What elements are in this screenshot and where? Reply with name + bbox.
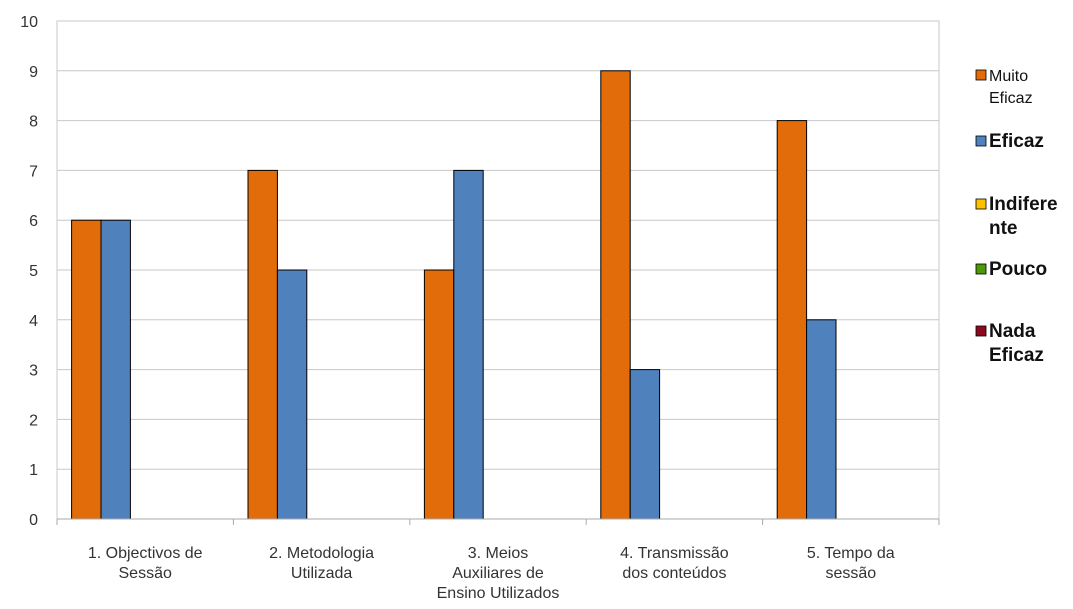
legend-swatch (975, 69, 987, 81)
legend-swatch (975, 198, 987, 210)
y-tick-label: 2 (29, 412, 38, 429)
y-tick-label: 10 (20, 14, 38, 31)
bar-eficaz-4 (629, 369, 661, 520)
bar-muito-eficaz-1 (71, 219, 102, 520)
x-category-label: 2. Metodologia Utilizada (269, 545, 374, 582)
y-tick-label: 8 (29, 114, 38, 131)
y-tick-label: 5 (29, 263, 38, 280)
y-tick-label: 7 (29, 163, 38, 180)
y-tick-label: 1 (29, 462, 38, 479)
legend-label: Eficaz (989, 131, 1044, 152)
bar-muito-eficaz-5 (776, 120, 808, 520)
y-tick-label: 9 (29, 64, 38, 81)
y-tick-label: 0 (29, 512, 38, 529)
x-category-label: 3. Meios Auxiliares de Ensino Utilizados (437, 545, 560, 602)
legend-swatch (975, 263, 987, 275)
bar-eficaz-2 (276, 269, 308, 520)
legend-label: Nada Eficaz (989, 321, 1044, 366)
legend-swatch (975, 325, 987, 337)
bar-eficaz-3 (453, 169, 484, 520)
legend-label: Indifere nte (989, 194, 1058, 239)
x-category-label: 5. Tempo da sessão (807, 545, 895, 582)
y-tick-label: 4 (29, 313, 38, 330)
y-axis: 0 1 2 3 4 5 6 7 8 9 10 (20, 14, 38, 529)
legend-label: Muito Eficaz (989, 68, 1033, 107)
x-category-label: 1. Objectivos de Sessão (88, 545, 203, 582)
x-axis: 1. Objectivos de Sessão 2. Metodologia Util… (56, 518, 940, 602)
legend: Muito Eficaz Eficaz Indifere nte Pouco Nada Efi… (975, 68, 1058, 366)
x-category-label: 4. Transmissão dos conteúdos (620, 545, 729, 582)
y-tick-label: 6 (29, 213, 38, 230)
bar-muito-eficaz-3 (423, 269, 455, 520)
y-tick-label: 3 (29, 363, 38, 380)
bar-eficaz-1 (100, 219, 131, 520)
bar-eficaz-5 (806, 319, 837, 520)
bar-muito-eficaz-4 (600, 70, 631, 520)
bars (71, 70, 837, 520)
legend-label: Pouco (989, 259, 1047, 280)
bar-muito-eficaz-2 (247, 169, 278, 520)
legend-swatch (975, 135, 987, 147)
